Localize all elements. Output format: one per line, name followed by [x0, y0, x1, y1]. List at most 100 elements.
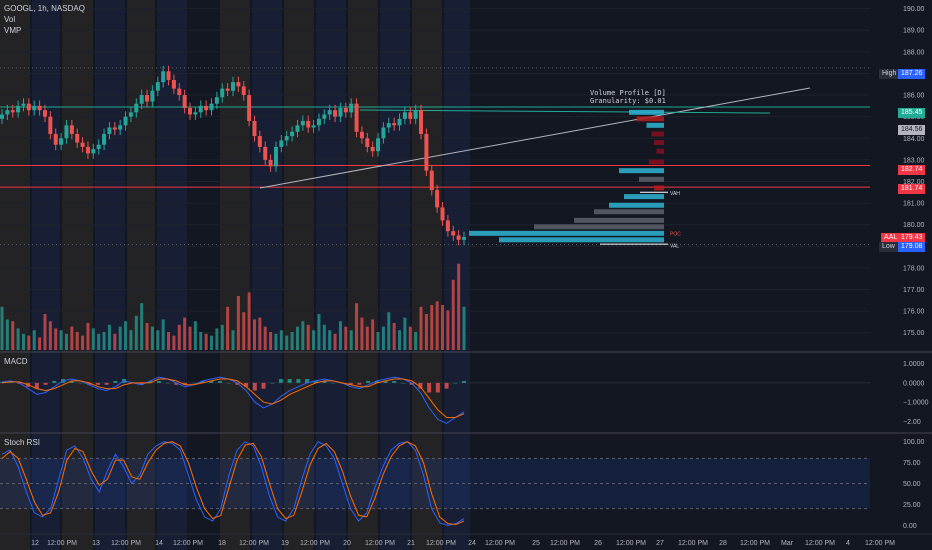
time-axis-tick: 12:00 PM: [740, 540, 770, 547]
volume-bar: [54, 328, 58, 350]
volume-bar: [338, 321, 342, 350]
volume-profile-bar: [639, 176, 664, 182]
volume-bar: [226, 306, 230, 350]
time-axis-tick: 12:00 PM: [365, 540, 395, 547]
candle-body: [343, 108, 348, 113]
level-badge-4: 181.74: [898, 184, 926, 194]
candle-body: [16, 105, 21, 113]
macd-histogram-bar: [183, 382, 188, 385]
volume-bar: [295, 326, 299, 350]
time-axis-tick: 28: [719, 540, 727, 547]
volume-bar: [204, 333, 208, 350]
volume-bar: [140, 303, 144, 350]
stoch-pane-label[interactable]: Stoch RSI: [4, 438, 41, 447]
macd-histogram-bar: [235, 382, 240, 385]
time-axis-tick: 12:00 PM: [616, 540, 646, 547]
candle-body: [322, 114, 327, 119]
candle-body: [445, 220, 450, 232]
candle-body: [102, 133, 107, 145]
candle-body: [311, 125, 316, 128]
candle-body: [359, 131, 364, 139]
price-axis-tick: 186.00: [903, 93, 925, 100]
volume-profile-bar: [651, 131, 664, 137]
candle-body: [32, 105, 37, 111]
vmp-indicator-label[interactable]: VMP: [4, 26, 22, 35]
time-axis-tick: 12:00 PM: [485, 540, 515, 547]
time-axis-tick: 27: [656, 540, 664, 547]
macd-histogram-bar: [52, 380, 57, 383]
candle-body: [107, 127, 112, 134]
candle-body: [365, 138, 370, 147]
candle-body: [419, 110, 424, 134]
price-axis-tick: 190.00: [903, 6, 925, 13]
volume-bar: [446, 310, 450, 350]
trend-line: [259, 87, 811, 189]
volume-bar: [376, 332, 380, 350]
volume-bar: [333, 333, 337, 350]
volume-bar: [118, 326, 122, 350]
candle-body: [193, 112, 198, 115]
candle-body: [241, 86, 246, 96]
volume-bar: [344, 326, 348, 350]
level-badge-1: 185.45: [898, 108, 926, 118]
macd-histogram-bar: [200, 380, 205, 383]
time-axis-tick: 12:00 PM: [678, 540, 708, 547]
volume-bar: [441, 305, 445, 350]
volume-bar: [27, 335, 31, 350]
candle-body: [456, 235, 461, 240]
volume-bar: [408, 326, 412, 350]
candle-body: [139, 95, 144, 104]
volume-bar: [86, 323, 90, 350]
candle-body: [462, 237, 466, 240]
price-axis-tick: 182.00: [903, 179, 925, 186]
macd-histogram-bar: [226, 382, 231, 384]
candle-body: [284, 136, 289, 141]
candle-body: [263, 146, 268, 160]
vol-indicator-label[interactable]: Vol: [4, 15, 16, 24]
volume-bar: [355, 303, 359, 350]
time-axis-tick: 12:00 PM: [173, 540, 203, 547]
volume-bar: [64, 333, 68, 350]
resistance-segment: [359, 109, 771, 114]
candle-body: [5, 110, 10, 115]
signal-line: [1, 378, 465, 418]
volume-bar: [290, 332, 294, 350]
time-axis-tick: 20: [343, 540, 351, 547]
macd-histogram-bar: [270, 382, 275, 384]
time-axis-tick: 4: [846, 540, 850, 547]
time-axis-tick: 19: [281, 540, 289, 547]
stoch-axis-tick: 75.00: [903, 460, 921, 467]
volume-bar: [167, 332, 171, 350]
last-label-badge: AAL: [881, 233, 901, 243]
candle-body: [26, 103, 31, 111]
price-axis-tick: 177.00: [903, 287, 925, 294]
symbol-title[interactable]: GOOGL, 1h, NASDAQ: [4, 4, 85, 13]
volume-profile-bar: [624, 194, 664, 200]
time-axis-tick: 24: [468, 540, 476, 547]
candle-body: [279, 140, 284, 147]
candle-body: [273, 146, 278, 167]
volume-bar: [381, 326, 385, 350]
time-axis-tick: 21: [407, 540, 415, 547]
candle-body: [171, 79, 176, 89]
macd-axis-tick: −2.00: [903, 419, 921, 426]
volume-bar: [48, 321, 52, 350]
time-axis-tick: 13: [92, 540, 100, 547]
time-axis-tick: 26: [594, 540, 602, 547]
macd-histogram-bar: [427, 382, 432, 393]
macd-histogram-bar: [435, 382, 440, 393]
volume-bar: [285, 335, 289, 350]
candle-body: [354, 103, 359, 132]
candle-body: [21, 103, 26, 106]
candle-body: [451, 231, 456, 236]
macd-pane-label[interactable]: MACD: [4, 357, 28, 366]
volume-bar: [32, 330, 36, 350]
volume-bar: [150, 326, 154, 350]
volume-profile-bar: [619, 168, 664, 174]
volume-bar: [403, 317, 407, 350]
candle-body: [123, 116, 128, 126]
volume-bar: [424, 314, 428, 350]
level1-value: 185.45: [901, 109, 923, 116]
volume-bar: [419, 306, 423, 350]
